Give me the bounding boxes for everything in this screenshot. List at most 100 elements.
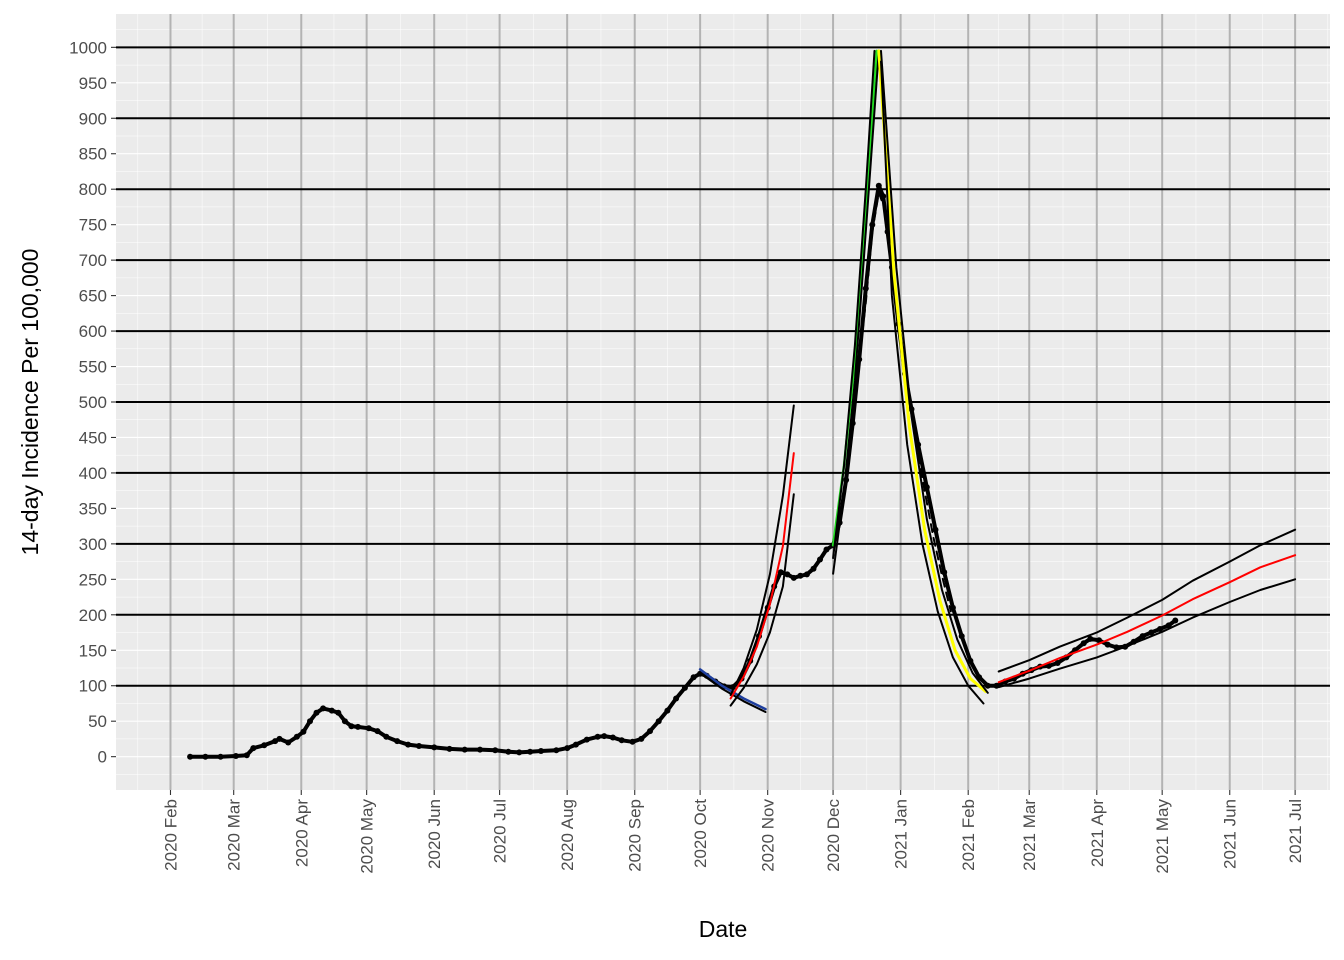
- series-line-fit-bound: [880, 60, 985, 705]
- series-line-fit-bound: [832, 49, 876, 560]
- data-point: [394, 738, 401, 745]
- y-tick-label: 350: [79, 499, 107, 518]
- data-point: [690, 674, 697, 681]
- data-point: [446, 745, 453, 752]
- data-point: [341, 718, 348, 725]
- data-point: [941, 569, 948, 576]
- x-tick-label: 2020 May: [358, 799, 377, 874]
- y-axis-ticks: 0 50 100 150 200 250 300 350 400 450 500 550 600 650 7…: [69, 38, 116, 767]
- series-line-fit: [729, 452, 795, 700]
- data-point: [572, 741, 579, 748]
- data-point: [516, 749, 523, 756]
- data-point: [817, 556, 823, 563]
- series-line-fit-bound: [997, 528, 1297, 673]
- data-point: [932, 526, 939, 533]
- data-point: [1045, 662, 1052, 669]
- data-point: [1165, 622, 1172, 629]
- data-point: [416, 743, 422, 749]
- y-tick-label: 650: [79, 287, 107, 306]
- data-point: [823, 546, 830, 553]
- data-point: [335, 709, 342, 716]
- data-point: [320, 705, 327, 712]
- data-point: [790, 574, 797, 581]
- data-point: [984, 682, 991, 689]
- y-tick-label: 900: [79, 109, 107, 128]
- y-axis-title: 14-day Incidence Per 100,000: [17, 249, 43, 556]
- data-point: [492, 747, 499, 754]
- data-point: [958, 633, 965, 640]
- series-line-fit-bound: [729, 493, 795, 707]
- data-point: [276, 735, 283, 742]
- data-point: [217, 753, 224, 760]
- data-point: [609, 734, 616, 741]
- x-tick-label: 2021 Feb: [959, 799, 978, 871]
- y-tick-label: 100: [79, 677, 107, 696]
- data-point: [374, 728, 381, 735]
- data-point: [629, 738, 636, 745]
- x-tick-label: 2021 May: [1153, 799, 1172, 874]
- data-point: [261, 742, 268, 749]
- y-tick-label: 50: [88, 712, 107, 731]
- x-tick-label: 2020 Dec: [824, 799, 843, 872]
- data-point: [505, 748, 512, 755]
- y-tick-label: 450: [79, 428, 107, 447]
- x-axis-ticks: 2020 Feb 2020 Mar 2020 Apr 2020 May 2020 Jun…: [161, 790, 1305, 874]
- x-tick-label: 2020 Nov: [759, 799, 778, 872]
- y-tick-label: 800: [79, 180, 107, 199]
- y-tick-label: 1000: [69, 38, 107, 57]
- x-tick-label: 2020 Jul: [491, 799, 510, 863]
- data-point: [365, 725, 372, 732]
- y-tick-label: 750: [79, 216, 107, 235]
- x-tick-label: 2020 Aug: [558, 799, 577, 871]
- y-tick-label: 950: [79, 74, 107, 93]
- y-tick-label: 500: [79, 393, 107, 412]
- y-tick-label: 150: [79, 641, 107, 660]
- x-tick-label: 2020 Jun: [425, 799, 444, 869]
- data-point: [601, 733, 608, 740]
- data-point: [1157, 626, 1163, 632]
- x-tick-label: 2020 Apr: [292, 799, 311, 867]
- data-point: [797, 572, 804, 579]
- data-point: [1148, 629, 1155, 636]
- y-tick-label: 400: [79, 464, 107, 483]
- series-line-fit-bound: [729, 404, 795, 696]
- data-point: [949, 604, 956, 611]
- data-point: [405, 741, 412, 748]
- data-point: [784, 571, 791, 578]
- x-tick-label: 2021 Mar: [1020, 799, 1039, 871]
- data-point: [810, 565, 817, 572]
- data-point: [307, 718, 313, 725]
- data-point: [243, 752, 250, 759]
- data-point: [328, 707, 335, 714]
- data-point: [1172, 617, 1179, 624]
- data-point: [638, 735, 645, 742]
- x-axis-title: Date: [699, 916, 748, 942]
- series-line-fit-bound: [997, 578, 1297, 689]
- y-tick-label: 300: [79, 535, 107, 554]
- data-point: [777, 569, 784, 576]
- data-point: [594, 733, 601, 740]
- data-point: [461, 746, 468, 753]
- y-tick-label: 200: [79, 606, 107, 625]
- series-line-fit-bound: [880, 49, 989, 694]
- data-point: [250, 745, 257, 752]
- y-tick-label: 250: [79, 570, 107, 589]
- data-point: [300, 728, 307, 735]
- data-point: [538, 748, 544, 754]
- data-point: [803, 571, 810, 578]
- data-point: [875, 182, 882, 189]
- series-layer: [187, 49, 1297, 760]
- data-point: [313, 709, 320, 716]
- data-point: [477, 746, 483, 753]
- data-point: [1054, 660, 1061, 666]
- y-tick-label: 850: [79, 145, 107, 164]
- data-point: [285, 739, 292, 746]
- x-tick-label: 2021 Jul: [1286, 799, 1305, 863]
- data-point: [348, 723, 355, 730]
- data-point: [202, 753, 209, 760]
- data-point: [383, 733, 390, 740]
- data-point: [664, 707, 671, 714]
- data-point: [1139, 633, 1146, 640]
- data-point: [967, 657, 974, 664]
